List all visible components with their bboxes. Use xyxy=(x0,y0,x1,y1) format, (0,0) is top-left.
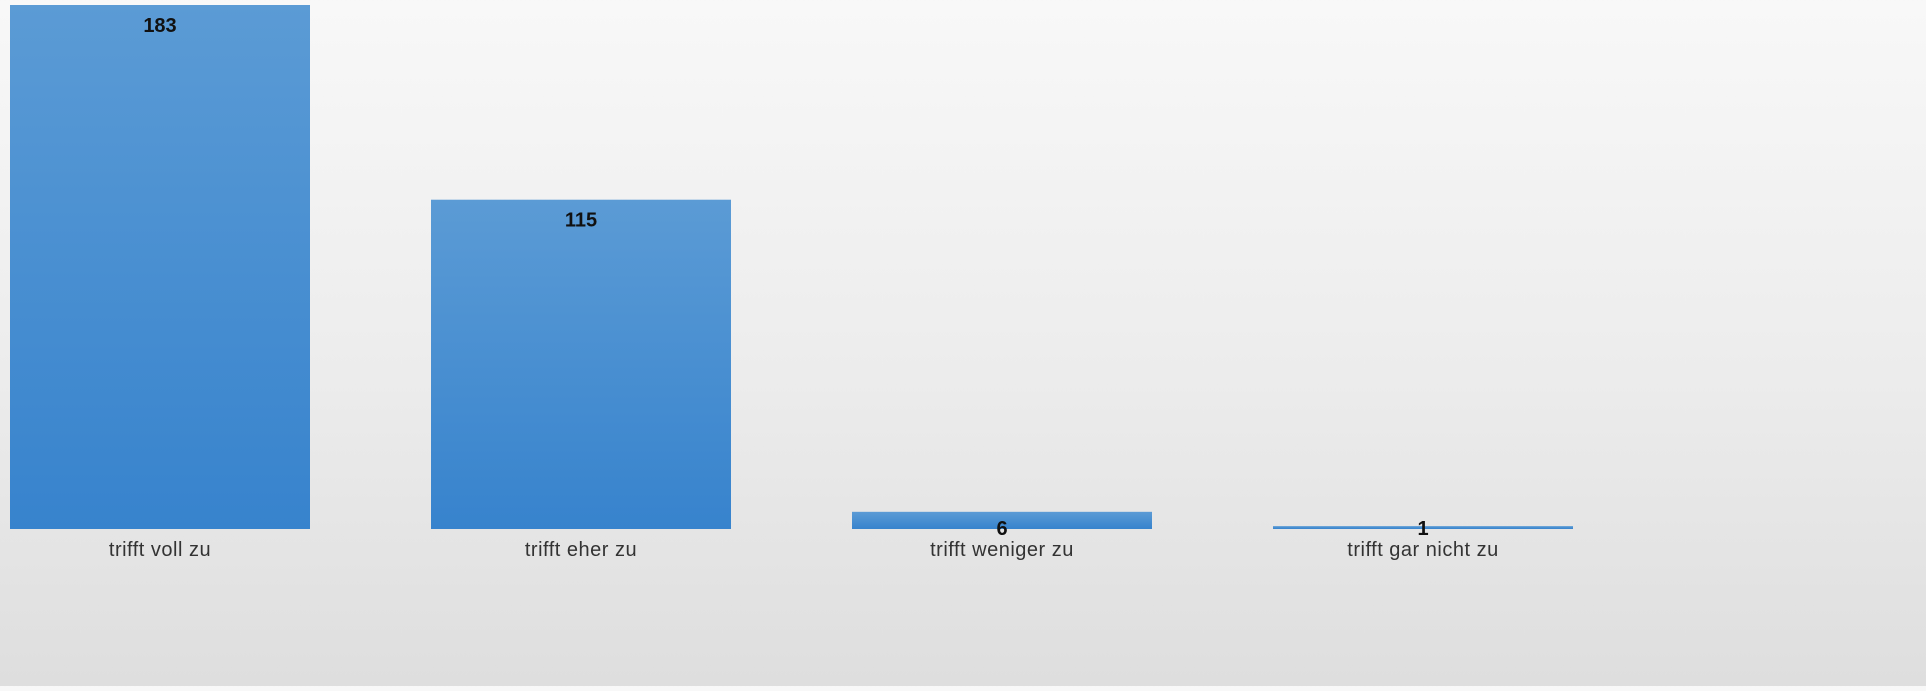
bar-3 xyxy=(852,511,1152,529)
data-label-1: 183 xyxy=(143,15,176,37)
bar-1 xyxy=(10,5,310,529)
x-tick-label-3: trifft weniger zu xyxy=(930,539,1074,561)
bars-layer xyxy=(10,5,1573,529)
data-label-4: 1 xyxy=(1417,518,1428,540)
x-tick-label-4: trifft gar nicht zu xyxy=(1347,539,1498,561)
x-tick-label-2: trifft eher zu xyxy=(525,539,637,561)
x-tick-label-1: trifft voll zu xyxy=(109,539,211,561)
data-labels-layer: 183 115 6 1 xyxy=(143,15,1428,540)
bar-4 xyxy=(1273,526,1573,529)
data-label-3: 6 xyxy=(996,518,1007,540)
x-axis-tick-labels: trifft voll zu trifft eher zu trifft wenig… xyxy=(109,539,1498,561)
bar-2 xyxy=(431,199,731,529)
data-label-2: 115 xyxy=(565,210,597,232)
